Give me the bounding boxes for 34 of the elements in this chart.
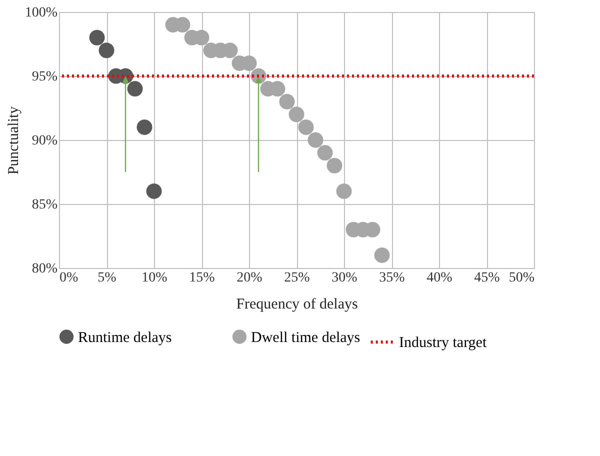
y-tick-label: 80% bbox=[32, 262, 58, 276]
x-axis-title: Frequency of delays bbox=[236, 296, 358, 312]
point bbox=[317, 145, 333, 161]
x-tick-label: 35% bbox=[379, 270, 406, 286]
legend-label: Industry target bbox=[399, 335, 488, 351]
y-tick-label: 90% bbox=[32, 134, 58, 148]
point bbox=[136, 119, 152, 135]
x-tick-label: 30% bbox=[332, 270, 358, 286]
x-tick-label: 25% bbox=[284, 270, 310, 286]
legend-label: Dwell time delays bbox=[251, 330, 360, 346]
x-tick-label: 45% bbox=[474, 270, 500, 286]
x-tick-label: 40% bbox=[426, 270, 453, 286]
point bbox=[89, 30, 105, 46]
x-tick-label: 5% bbox=[98, 270, 117, 286]
y-tick-label: 100% bbox=[24, 6, 58, 20]
x-tick-label: 50% bbox=[508, 270, 535, 286]
point bbox=[98, 42, 114, 58]
point bbox=[146, 183, 162, 199]
point bbox=[336, 183, 352, 199]
point bbox=[374, 247, 390, 263]
point bbox=[127, 81, 143, 97]
point bbox=[326, 158, 342, 174]
y-tick-label: 95% bbox=[32, 70, 58, 84]
x-tick-label: 20% bbox=[236, 270, 263, 286]
x-tick-label: 0% bbox=[60, 270, 78, 286]
y-axis-title: Punctuality bbox=[6, 106, 22, 175]
point bbox=[298, 119, 314, 135]
point bbox=[308, 132, 324, 148]
point bbox=[288, 106, 304, 122]
legend-label: Runtime delays bbox=[78, 330, 172, 346]
y-tick-label: 85% bbox=[32, 198, 58, 212]
x-tick-label: 15% bbox=[189, 270, 216, 286]
point bbox=[279, 94, 295, 110]
x-tick-label: 10% bbox=[142, 270, 168, 286]
